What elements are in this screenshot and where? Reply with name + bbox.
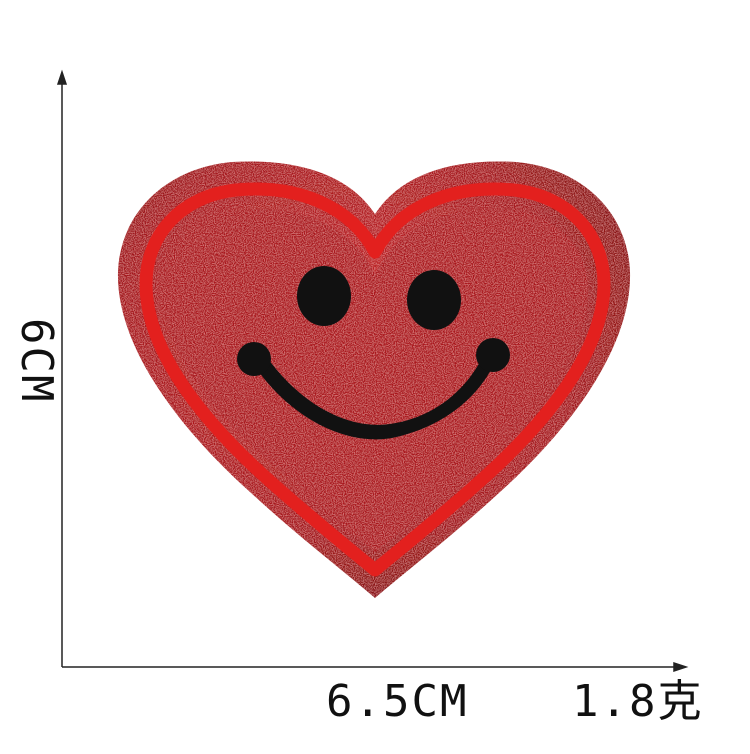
smiley-face: [237, 266, 510, 440]
horizontal-axis-arrow: [673, 661, 689, 673]
right-eye: [407, 270, 461, 330]
weight-label: 1.8克: [572, 676, 704, 727]
smile-mouth: [252, 354, 496, 440]
width-dimension-label: 6.5CM: [326, 676, 469, 727]
right-dimple: [476, 338, 510, 372]
heart-embroidered-border: [139, 182, 611, 577]
dimension-axes: [56, 69, 689, 673]
heart-inner-glitter: [162, 209, 588, 552]
height-dimension-label: 6CM: [11, 318, 62, 404]
left-dimple: [237, 342, 271, 376]
left-eye: [297, 266, 351, 326]
vertical-axis-arrow: [56, 69, 68, 85]
